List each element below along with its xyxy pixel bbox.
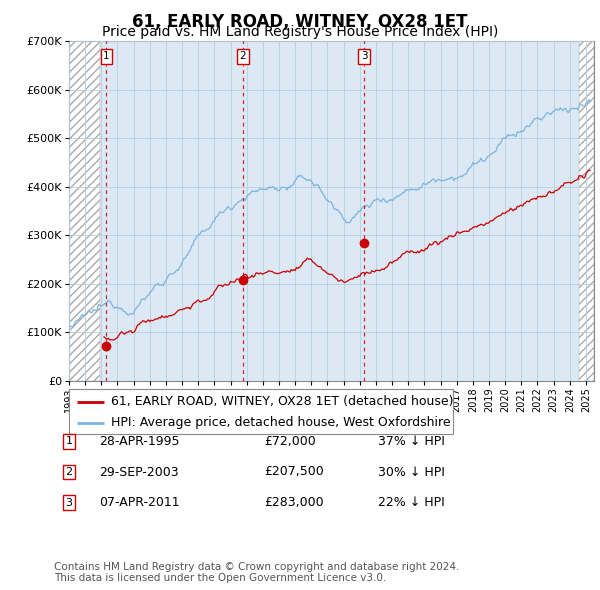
Text: 61, EARLY ROAD, WITNEY, OX28 1ET: 61, EARLY ROAD, WITNEY, OX28 1ET: [132, 13, 468, 31]
Text: 3: 3: [361, 51, 367, 61]
Text: £72,000: £72,000: [264, 435, 316, 448]
Text: 28-APR-1995: 28-APR-1995: [99, 435, 179, 448]
Text: This data is licensed under the Open Government Licence v3.0.: This data is licensed under the Open Gov…: [54, 573, 386, 583]
Text: 2: 2: [239, 51, 246, 61]
FancyBboxPatch shape: [69, 389, 453, 434]
Text: 1: 1: [65, 437, 73, 446]
Text: 3: 3: [65, 498, 73, 507]
Text: 22% ↓ HPI: 22% ↓ HPI: [378, 496, 445, 509]
Text: 1: 1: [103, 51, 110, 61]
Bar: [580, 41, 594, 381]
Text: 29-SEP-2003: 29-SEP-2003: [99, 466, 179, 478]
Text: 61, EARLY ROAD, WITNEY, OX28 1ET (detached house): 61, EARLY ROAD, WITNEY, OX28 1ET (detach…: [111, 395, 454, 408]
Text: 2: 2: [65, 467, 73, 477]
Text: £207,500: £207,500: [264, 466, 324, 478]
Text: HPI: Average price, detached house, West Oxfordshire: HPI: Average price, detached house, West…: [111, 416, 451, 429]
Text: 30% ↓ HPI: 30% ↓ HPI: [378, 466, 445, 478]
Text: 07-APR-2011: 07-APR-2011: [99, 496, 179, 509]
Text: Contains HM Land Registry data © Crown copyright and database right 2024.: Contains HM Land Registry data © Crown c…: [54, 562, 460, 572]
Text: £283,000: £283,000: [264, 496, 323, 509]
Text: 37% ↓ HPI: 37% ↓ HPI: [378, 435, 445, 448]
Bar: [69, 41, 100, 381]
Text: Price paid vs. HM Land Registry's House Price Index (HPI): Price paid vs. HM Land Registry's House …: [102, 25, 498, 39]
